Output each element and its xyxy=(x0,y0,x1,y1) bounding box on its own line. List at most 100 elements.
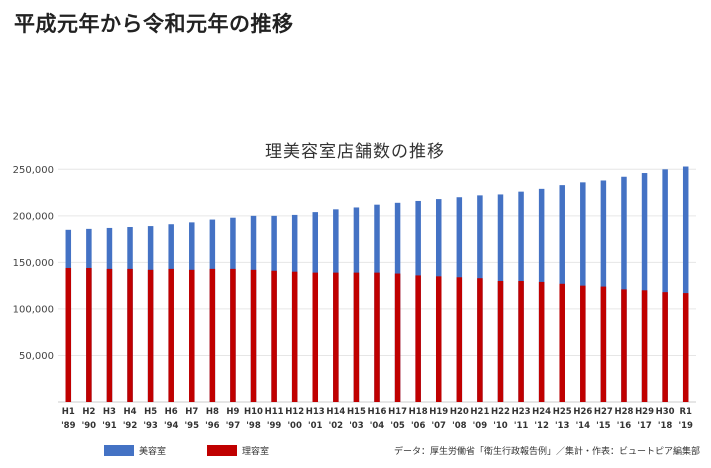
bar-beauty-salon xyxy=(662,169,668,402)
x-tick-year-label: '01 xyxy=(308,421,323,431)
x-tick-year-label: '18 xyxy=(658,421,673,431)
bar-barbershop xyxy=(291,271,298,402)
x-tick-year-label: '14 xyxy=(576,421,591,431)
bar-barbershop xyxy=(580,285,586,402)
bar-barbershop xyxy=(682,293,689,402)
bar-barbershop xyxy=(600,286,607,402)
bar-barbershop xyxy=(497,281,504,402)
y-tick-label: 150,000 xyxy=(13,258,54,269)
x-tick-label: H5 xyxy=(144,407,157,417)
x-tick-year-label: '90 xyxy=(82,421,97,431)
x-tick-label: H14 xyxy=(326,407,345,417)
bar-barbershop xyxy=(209,268,216,402)
bar-barbershop xyxy=(230,268,236,402)
legend: 美容室 理容室 xyxy=(104,445,269,457)
legend-label: 理容室 xyxy=(242,445,269,457)
legend-swatch xyxy=(207,445,237,456)
x-tick-year-label: '03 xyxy=(349,421,364,431)
bar-barbershop xyxy=(456,277,463,402)
x-tick-label: H21 xyxy=(470,407,489,417)
page-title: 平成元年から令和元年の推移 xyxy=(14,12,294,36)
x-tick-label: H1 xyxy=(62,407,75,417)
legend-label: 美容室 xyxy=(139,445,166,457)
x-tick-year-label: '13 xyxy=(555,421,570,431)
x-tick-label: H3 xyxy=(103,407,116,417)
bar-barbershop xyxy=(271,270,277,402)
x-tick-label: H17 xyxy=(388,407,407,417)
bar-barbershop xyxy=(127,268,133,402)
bar-barbershop xyxy=(435,276,442,402)
x-tick-label: H15 xyxy=(347,407,366,417)
x-tick-year-label: '11 xyxy=(514,421,529,431)
x-tick-label: H20 xyxy=(450,407,469,417)
x-tick-label: H10 xyxy=(244,407,263,417)
bar-barbershop xyxy=(333,272,339,402)
x-tick-year-label: '89 xyxy=(61,421,76,431)
x-tick-label: H13 xyxy=(306,407,325,417)
x-tick-year-label: '10 xyxy=(493,421,508,431)
bar-barbershop xyxy=(65,267,72,402)
bar-barbershop xyxy=(518,281,524,402)
bar-barbershop xyxy=(312,272,319,402)
x-tick-year-label: '97 xyxy=(226,421,241,431)
bar-barbershop xyxy=(559,283,565,402)
x-tick-label: H25 xyxy=(553,407,572,417)
bar-barbershop xyxy=(662,292,668,402)
bar-beauty-salon xyxy=(641,173,648,402)
bars xyxy=(65,166,689,402)
x-tick-year-label: '92 xyxy=(123,421,138,431)
x-tick-label: H8 xyxy=(206,407,219,417)
x-tick-label: H9 xyxy=(226,407,239,417)
x-tick-year-label: '94 xyxy=(164,421,179,431)
x-tick-label: H7 xyxy=(185,407,198,417)
x-tick-year-label: '02 xyxy=(329,421,344,431)
y-tick-label: 200,000 xyxy=(13,211,54,222)
x-tick-year-label: '07 xyxy=(432,421,447,431)
x-tick-year-label: '99 xyxy=(267,421,282,431)
x-tick-label: H23 xyxy=(512,407,531,417)
x-tick-year-label: '12 xyxy=(534,421,549,431)
x-tick-year-label: '05 xyxy=(390,421,405,431)
x-tick-year-label: '08 xyxy=(452,421,467,431)
y-tick-label: 100,000 xyxy=(13,304,54,315)
chart-title: 理美容室店舗数の推移 xyxy=(265,142,445,162)
bar-barbershop xyxy=(641,290,648,402)
bar-barbershop xyxy=(147,269,154,402)
x-tick-year-label: '09 xyxy=(473,421,488,431)
x-tick-label: H28 xyxy=(614,407,633,417)
y-tick-label: 250,000 xyxy=(13,165,54,176)
y-axis-ticks: 50,000 100,000 150,000 200,000 250,000 xyxy=(13,165,54,362)
legend-swatch xyxy=(104,445,134,456)
bar-barbershop xyxy=(477,278,483,402)
source-note: データ：厚生労働省「衛生行政報告例」／集計・作表：ビュートピア編集部 xyxy=(394,445,700,457)
x-tick-year-label: '98 xyxy=(246,421,261,431)
x-tick-label: H26 xyxy=(573,407,592,417)
x-tick-label: H24 xyxy=(532,407,551,417)
x-tick-label: H22 xyxy=(491,407,510,417)
x-tick-label: H11 xyxy=(265,407,284,417)
bar-barbershop xyxy=(353,272,360,402)
bar-barbershop xyxy=(374,272,380,402)
x-axis-ticks: H1 '89 H2 '90 H3 '91 H4 '92 H5 '93 H6 '94 H7 '95 H8 '96… xyxy=(61,407,693,431)
x-tick-year-label: '16 xyxy=(617,421,632,431)
x-tick-year-label: '91 xyxy=(102,421,117,431)
bar-barbershop xyxy=(538,281,545,402)
bar-barbershop xyxy=(415,275,421,402)
x-tick-label: H16 xyxy=(368,407,387,417)
bar-barbershop xyxy=(106,268,113,402)
x-tick-year-label: '19 xyxy=(678,421,693,431)
x-tick-label: H27 xyxy=(594,407,613,417)
bar-barbershop xyxy=(621,289,627,402)
x-tick-label: H19 xyxy=(429,407,448,417)
x-tick-label: H30 xyxy=(656,407,675,417)
bar-barbershop xyxy=(250,269,257,402)
y-tick-label: 50,000 xyxy=(19,351,54,362)
x-tick-year-label: '00 xyxy=(287,421,302,431)
x-tick-year-label: '96 xyxy=(205,421,220,431)
x-tick-label: H18 xyxy=(409,407,428,417)
x-tick-year-label: '95 xyxy=(185,421,200,431)
x-tick-year-label: '04 xyxy=(370,421,385,431)
x-tick-label: H12 xyxy=(285,407,304,417)
x-tick-label: H6 xyxy=(165,407,178,417)
x-tick-year-label: '06 xyxy=(411,421,426,431)
